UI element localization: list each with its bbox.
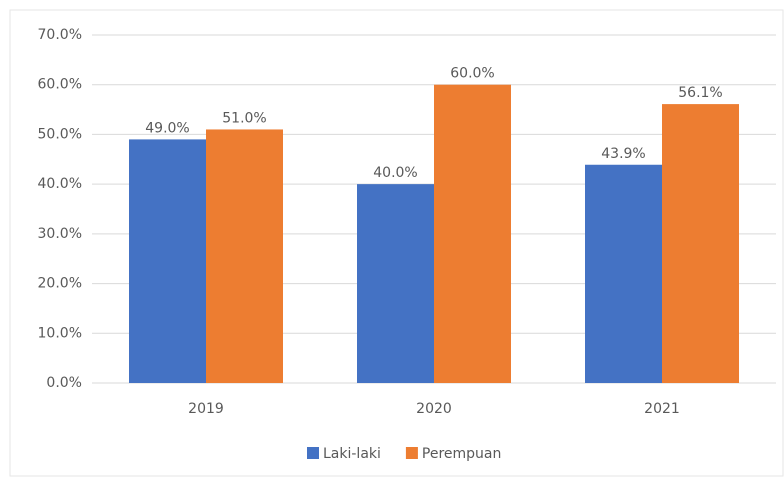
data-label: 43.9% — [601, 146, 645, 162]
legend-label: Laki-laki — [323, 446, 381, 462]
legend-swatch — [307, 447, 319, 459]
bar — [662, 104, 739, 384]
data-label: 49.0% — [145, 120, 189, 136]
y-tick-label: 30.0% — [38, 226, 82, 242]
y-tick-label: 60.0% — [38, 77, 82, 93]
data-label: 40.0% — [373, 165, 417, 181]
x-tick-label: 2021 — [644, 401, 680, 417]
y-tick-label: 0.0% — [46, 375, 82, 391]
bar — [206, 129, 283, 383]
bar — [357, 184, 434, 383]
y-tick-label: 70.0% — [38, 27, 82, 43]
x-tick-label: 2020 — [416, 401, 452, 417]
y-tick-label: 20.0% — [38, 276, 82, 292]
bar — [129, 139, 206, 383]
data-label: 51.0% — [222, 110, 266, 126]
bar — [434, 84, 511, 383]
data-label: 56.1% — [678, 85, 722, 101]
bar — [585, 164, 662, 383]
y-tick-label: 50.0% — [38, 126, 82, 142]
y-tick-label: 10.0% — [38, 325, 82, 341]
y-tick-label: 40.0% — [38, 176, 82, 192]
x-tick-label: 2019 — [188, 401, 224, 417]
legend-label: Perempuan — [422, 446, 501, 462]
legend-swatch — [405, 447, 418, 459]
data-label: 60.0% — [450, 66, 494, 82]
